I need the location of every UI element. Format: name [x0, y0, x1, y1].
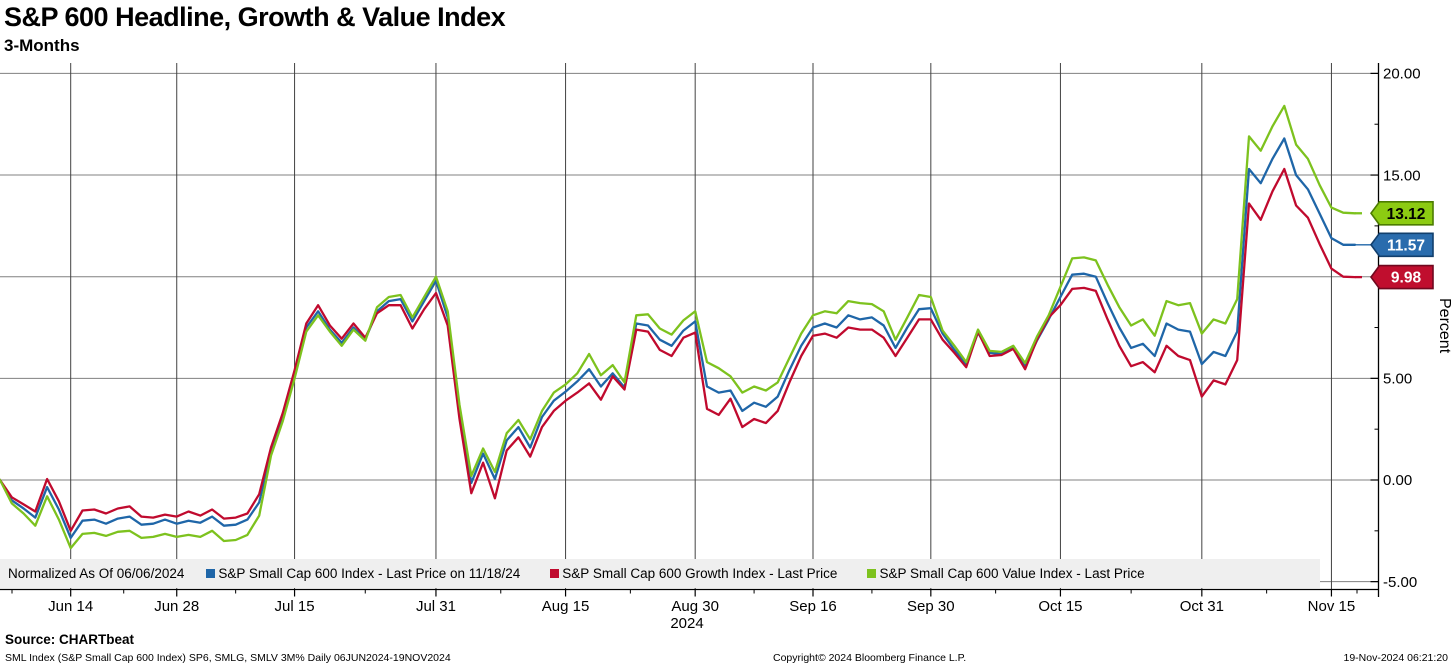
legend-swatch-growth-series	[550, 569, 560, 578]
last-price-badge-value: 9.98	[1391, 270, 1422, 287]
legend-label-value-series: S&P Small Cap 600 Value Index - Last Pri…	[879, 566, 1145, 581]
copyright-label: Copyright© 2024 Bloomberg Finance L.P.	[773, 652, 967, 664]
y-tick-label: 0.00	[1383, 472, 1412, 489]
x-tick-label: Nov 15	[1308, 598, 1356, 615]
y-tick-label: 15.00	[1383, 167, 1421, 184]
y-tick-label: 20.00	[1383, 66, 1421, 83]
legend-item-normalized-note: Normalized As Of 06/06/2024	[8, 566, 184, 581]
legend-swatch-value-series	[867, 569, 877, 578]
series-line-value	[0, 104, 1357, 550]
chart-legend: Normalized As Of 06/06/2024 S&P Small Cap…	[0, 559, 1320, 588]
last-price-badge	[1370, 200, 1434, 226]
legend-label-index-series: S&P Small Cap 600 Index - Last Price on …	[218, 566, 521, 581]
legend-item-value-series[interactable]: S&P Small Cap 600 Value Index - Last Pri…	[867, 566, 1145, 581]
last-price-badge-value: 13.12	[1387, 206, 1426, 223]
timestamp-label: 19-Nov-2024 06:21:20	[1343, 652, 1449, 664]
x-tick-label: Oct 15	[1038, 598, 1082, 615]
legend-item-growth-series[interactable]: S&P Small Cap 600 Growth Index - Last Pr…	[550, 566, 837, 581]
source-label: Source: CHARTbeat	[5, 632, 135, 647]
y-tick-label: 5.00	[1383, 371, 1412, 388]
y-tick-label: -5.00	[1383, 574, 1417, 591]
last-price-badge	[1370, 264, 1434, 290]
x-axis-year-label: 2024	[670, 615, 704, 632]
y-axis-title: Percent	[1436, 298, 1453, 354]
x-tick-label: Jun 28	[154, 598, 199, 615]
x-tick-label: Jul 31	[416, 598, 456, 615]
legend-item-index-series[interactable]: S&P Small Cap 600 Index - Last Price on …	[206, 566, 520, 581]
series-line-growth	[0, 167, 1357, 532]
x-tick-label: Jun 14	[48, 598, 93, 615]
series-line-index	[0, 137, 1357, 540]
chart-period-subtitle: 3-Months	[4, 36, 80, 55]
chart-description: SML Index (S&P Small Cap 600 Index) SP6,…	[5, 652, 451, 664]
legend-label-normalized-note: Normalized As Of 06/06/2024	[8, 566, 185, 581]
last-price-badge	[1370, 232, 1434, 258]
x-tick-label: Aug 15	[542, 598, 590, 615]
page-title: S&P 600 Headline, Growth & Value Index	[4, 2, 506, 32]
last-price-badge-value: 11.57	[1387, 237, 1425, 254]
x-tick-label: Oct 31	[1180, 598, 1224, 615]
legend-swatch-index-series	[206, 569, 216, 578]
legend-label-growth-series: S&P Small Cap 600 Growth Index - Last Pr…	[562, 566, 838, 581]
x-tick-label: Sep 30	[907, 598, 955, 615]
x-tick-label: Aug 30	[671, 598, 719, 615]
x-tick-label: Sep 16	[789, 598, 837, 615]
x-tick-label: Jul 15	[275, 598, 315, 615]
